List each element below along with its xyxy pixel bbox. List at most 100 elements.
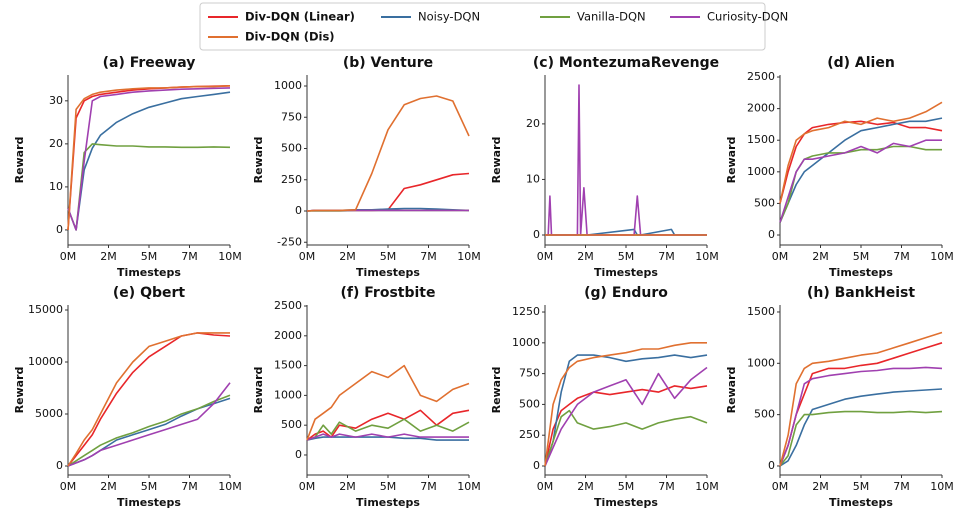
- y-tick-label: 1000: [274, 388, 302, 401]
- x-tick-label: 10M: [695, 480, 719, 493]
- x-tick-label: 2M: [577, 250, 594, 263]
- x-axis-label: Timesteps: [594, 496, 658, 509]
- series-line: [306, 409, 470, 441]
- y-axis-label: Reward: [725, 367, 738, 414]
- y-tick-label: 0: [295, 448, 302, 461]
- x-tick-label: 7M: [893, 480, 910, 493]
- y-tick-label: 0: [768, 459, 775, 472]
- series-line: [779, 342, 943, 467]
- y-tick-label: 2500: [274, 299, 302, 312]
- y-tick-label: 0: [295, 204, 302, 217]
- series-line: [544, 366, 708, 467]
- x-tick-label: 7M: [181, 480, 198, 493]
- series-line: [779, 101, 943, 204]
- y-tick-label: 1500: [747, 305, 775, 318]
- series-line: [544, 385, 708, 467]
- series-line: [544, 409, 708, 467]
- x-tick-label: 0M: [772, 480, 789, 493]
- series-line: [67, 143, 231, 231]
- series-line: [306, 364, 470, 441]
- y-tick-label: 30: [49, 94, 63, 107]
- series-line: [67, 332, 231, 467]
- x-tick-label: 0M: [537, 250, 554, 263]
- x-tick-label: 5M: [853, 250, 870, 263]
- x-tick-label: 7M: [658, 250, 675, 263]
- y-tick-label: 500: [754, 408, 775, 421]
- x-axis-label: Timesteps: [117, 496, 181, 509]
- y-tick-label: 250: [519, 428, 540, 441]
- y-tick-label: 0: [533, 459, 540, 472]
- x-tick-label: 2M: [100, 250, 117, 263]
- y-tick-label: 1000: [747, 356, 775, 369]
- x-tick-label: 10M: [218, 250, 242, 263]
- x-tick-label: 7M: [658, 480, 675, 493]
- y-tick-label: 1500: [274, 359, 302, 372]
- y-tick-label: 2500: [747, 70, 775, 83]
- x-tick-label: 7M: [420, 480, 437, 493]
- x-tick-label: 5M: [380, 480, 397, 493]
- series-line: [545, 84, 707, 236]
- series-line: [306, 433, 469, 441]
- series-line: [779, 366, 943, 467]
- chart-title: (h) BankHeist: [807, 285, 915, 301]
- y-tick-label: 20: [49, 137, 63, 150]
- y-tick-label: 500: [281, 142, 302, 155]
- series-line: [306, 418, 470, 441]
- y-tick-label: 0: [56, 459, 63, 472]
- y-tick-label: 500: [519, 397, 540, 410]
- y-axis-label: Reward: [490, 137, 503, 184]
- x-tick-label: 10M: [930, 250, 954, 263]
- chart-title: (b) Venture: [343, 55, 433, 71]
- legend-box: [199, 2, 766, 51]
- y-tick-label: 750: [519, 367, 540, 380]
- chart-title: (f) Frostbite: [341, 285, 436, 301]
- y-tick-label: 10: [49, 180, 63, 193]
- x-tick-label: 0M: [299, 480, 316, 493]
- y-tick-label: 500: [754, 196, 775, 209]
- x-tick-label: 10M: [457, 480, 481, 493]
- y-tick-label: 750: [281, 110, 302, 123]
- x-tick-label: 10M: [457, 250, 481, 263]
- x-tick-label: 0M: [60, 250, 77, 263]
- x-tick-label: 0M: [60, 480, 77, 493]
- x-tick-label: 2M: [339, 480, 356, 493]
- x-tick-label: 7M: [420, 250, 437, 263]
- y-tick-label: 15000: [28, 303, 63, 316]
- x-axis-label: Timesteps: [594, 266, 658, 279]
- y-tick-label: 0: [56, 223, 63, 236]
- y-axis-label: Reward: [13, 137, 26, 184]
- x-tick-label: 5M: [853, 480, 870, 493]
- series-line: [544, 354, 708, 467]
- x-tick-label: 10M: [930, 480, 954, 493]
- series-line: [306, 95, 470, 212]
- x-tick-label: 10M: [695, 250, 719, 263]
- x-tick-label: 0M: [537, 480, 554, 493]
- y-tick-label: 10000: [28, 355, 63, 368]
- y-tick-label: 250: [281, 173, 302, 186]
- series-line: [779, 410, 943, 467]
- y-tick-label: 5000: [35, 407, 63, 420]
- x-axis-label: Timesteps: [829, 496, 893, 509]
- y-axis-label: Reward: [13, 367, 26, 414]
- x-axis-label: Timesteps: [117, 266, 181, 279]
- chart-title: (e) Qbert: [113, 285, 185, 301]
- series-line: [306, 172, 470, 212]
- series-line: [779, 120, 943, 204]
- x-tick-label: 5M: [141, 480, 158, 493]
- legend-label: Vanilla-DQN: [577, 10, 646, 24]
- x-tick-label: 5M: [618, 480, 635, 493]
- y-axis-label: Reward: [252, 137, 265, 184]
- chart-title: (c) MontezumaRevenge: [533, 55, 719, 71]
- chart-title: (a) Freeway: [103, 55, 196, 71]
- y-tick-label: 500: [281, 418, 302, 431]
- x-tick-label: 5M: [618, 250, 635, 263]
- y-axis-label: Reward: [725, 137, 738, 184]
- series-line: [67, 382, 231, 467]
- series-line: [67, 332, 230, 467]
- x-tick-label: 2M: [100, 480, 117, 493]
- series-line: [67, 91, 231, 231]
- series-line: [779, 331, 943, 467]
- x-tick-label: 5M: [380, 250, 397, 263]
- y-tick-label: 0: [768, 228, 775, 241]
- x-tick-label: 10M: [218, 480, 242, 493]
